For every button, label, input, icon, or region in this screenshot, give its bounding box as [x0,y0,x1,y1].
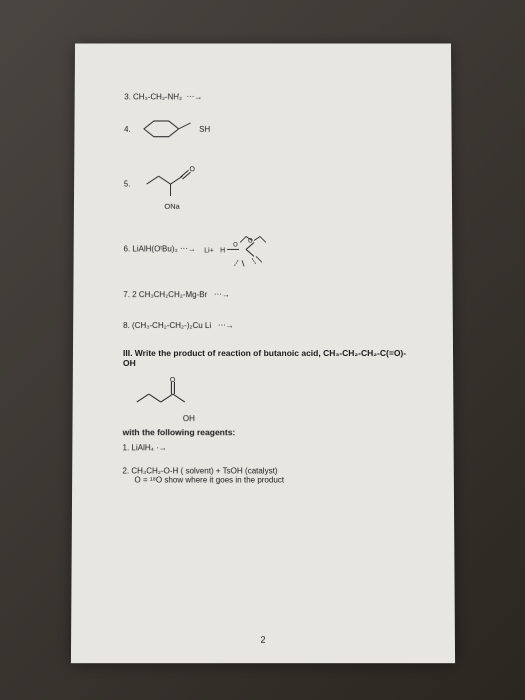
cyclohexane-structure [138,115,193,143]
reagent-1: 1. LiAlH₄ ·→ [122,443,408,452]
q7-num: 7. [123,290,130,299]
q8-formula: (CH₃-CH₂-CH₂-)₂Cu Li [131,321,210,330]
q3-formula: CH₃-CH₂-NH₂ [133,92,182,101]
butanoic-acid-structure: O OH [132,376,212,423]
q6-arrow: ···→ [179,245,195,254]
oh-label: OH [182,414,212,423]
q7-formula: 2 CH₃CH₂CH₂-Mg-Br [132,290,207,299]
q3-num: 3. [124,92,131,101]
question-6: 6. LiAlH(OᵗBu)₃ ···→ Li+ H O O [123,227,407,273]
question-5: 5. O ONa [123,158,407,210]
question-3: 3. CH₃-CH₂-NH₂ ···→ [124,92,407,101]
section-3-title: III. Write the product of reaction of bu… [122,348,407,368]
r2-line1: CH₃CH₂-O-H ( solvent) + TsOH (catalyst) [131,466,277,475]
q5-ona-label: ONa [164,202,197,211]
q4-num: 4. [124,124,131,133]
hydride-structure: Li+ H O O [204,233,274,273]
q7-arrow: ···→ [213,290,229,299]
q5-num: 5. [123,180,130,189]
r2-line2: O = ¹⁸O show where it goes in the produc… [134,475,284,484]
svg-text:O: O [232,242,237,248]
r1-text: LiAlH₄ ·→ [131,443,166,452]
svg-text:O: O [169,377,175,384]
r1-num: 1. [122,443,129,452]
reagent-2: 2. CH₃CH₂-O-H ( solvent) + TsOH (catalys… [122,466,408,484]
q3-arrow: ···→ [186,92,202,101]
question-8: 8. (CH₃-CH₂-CH₂-)₂Cu Li ···→ [123,321,408,330]
q8-num: 8. [123,321,130,330]
question-4: 4. SH [124,115,407,143]
r2-num: 2. [122,466,129,475]
q6-num: 6. [123,245,130,254]
page-number: 2 [260,635,265,645]
question-7: 7. 2 CH₃CH₂CH₂-Mg-Br ···→ [123,290,407,299]
q4-sh-label: SH [199,124,210,133]
reagent-list: 1. LiAlH₄ ·→ 2. CH₃CH₂-O-H ( solvent) + … [122,443,408,484]
h-label: H [219,247,224,254]
enolate-structure: O ONa [142,162,197,210]
q8-arrow: ···→ [217,321,233,330]
svg-text:O: O [189,166,195,173]
worksheet-page: 3. CH₃-CH₂-NH₂ ···→ 4. SH 5. O [70,44,454,664]
li-label: Li+ [204,247,214,254]
q6-formula: LiAlH(OᵗBu)₃ [132,245,177,254]
with-reagents-label: with the following reagents: [122,427,408,437]
